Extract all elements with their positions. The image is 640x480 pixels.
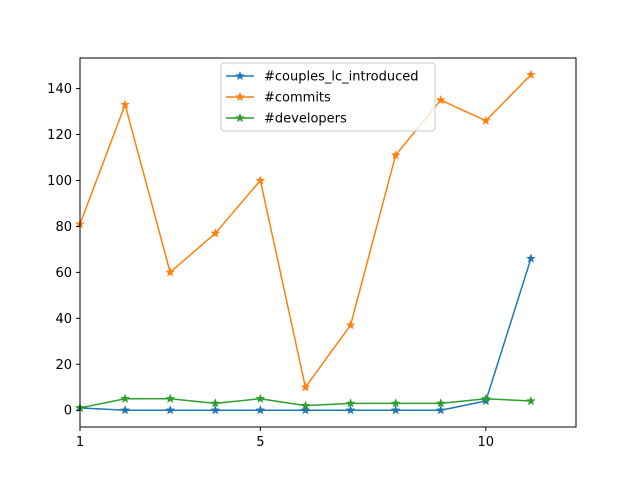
data-point <box>481 115 491 125</box>
legend-label: #couples_lc_introduced <box>264 70 418 85</box>
plot-frame <box>79 57 577 428</box>
data-point <box>435 95 446 105</box>
legend: #couples_lc_introduced #commits #developer… <box>220 62 436 132</box>
legend-label: #commits <box>264 91 331 106</box>
data-point <box>526 69 536 79</box>
legend-marker <box>235 112 245 123</box>
data-point <box>210 228 221 238</box>
data-point <box>120 99 130 109</box>
series-3 <box>75 393 536 413</box>
data-point <box>345 320 356 330</box>
data-point <box>165 393 175 403</box>
data-point <box>345 398 356 408</box>
legend-item: #commits <box>226 91 331 106</box>
data-point <box>165 405 175 415</box>
legend-marker <box>235 70 245 81</box>
series-1 <box>75 253 536 415</box>
data-point <box>300 405 311 415</box>
data-point <box>435 405 446 415</box>
data-point <box>255 405 266 415</box>
data-point <box>390 398 401 408</box>
data-point <box>120 393 130 403</box>
legend-marker <box>235 91 245 102</box>
data-point <box>526 396 536 406</box>
x-tick-label: 5 <box>256 435 264 450</box>
plot-series <box>75 69 536 415</box>
data-point <box>345 405 356 415</box>
legend-item: #developers <box>226 112 347 127</box>
x-tick-label: 10 <box>478 435 495 450</box>
data-point <box>300 382 311 392</box>
x-tick-label: 1 <box>76 435 84 450</box>
data-point <box>210 405 221 415</box>
legend-item: #couples_lc_introduced <box>226 70 418 85</box>
data-point <box>481 393 491 403</box>
data-point <box>210 398 221 408</box>
legend-box <box>220 62 436 132</box>
legend-label: #developers <box>264 112 347 127</box>
data-point <box>390 150 401 160</box>
data-point <box>300 400 311 410</box>
x-axis: 1 5 10 <box>76 427 494 450</box>
data-point <box>526 253 536 263</box>
y-tick-label: 80 <box>55 220 72 235</box>
data-point <box>165 267 175 277</box>
y-tick-label: 40 <box>55 312 72 327</box>
y-tick-label: 20 <box>55 358 72 373</box>
y-tick-label: 100 <box>47 174 72 189</box>
y-tick-label: 120 <box>47 128 72 143</box>
data-point <box>390 405 401 415</box>
data-point <box>255 175 266 185</box>
y-axis: 0 20 40 60 80 100 120 140 <box>47 82 80 419</box>
y-tick-label: 0 <box>64 404 72 419</box>
y-tick-label: 60 <box>55 266 72 281</box>
y-tick-label: 140 <box>47 82 72 97</box>
data-point <box>120 405 130 415</box>
data-point <box>435 398 446 408</box>
data-point <box>255 393 266 403</box>
